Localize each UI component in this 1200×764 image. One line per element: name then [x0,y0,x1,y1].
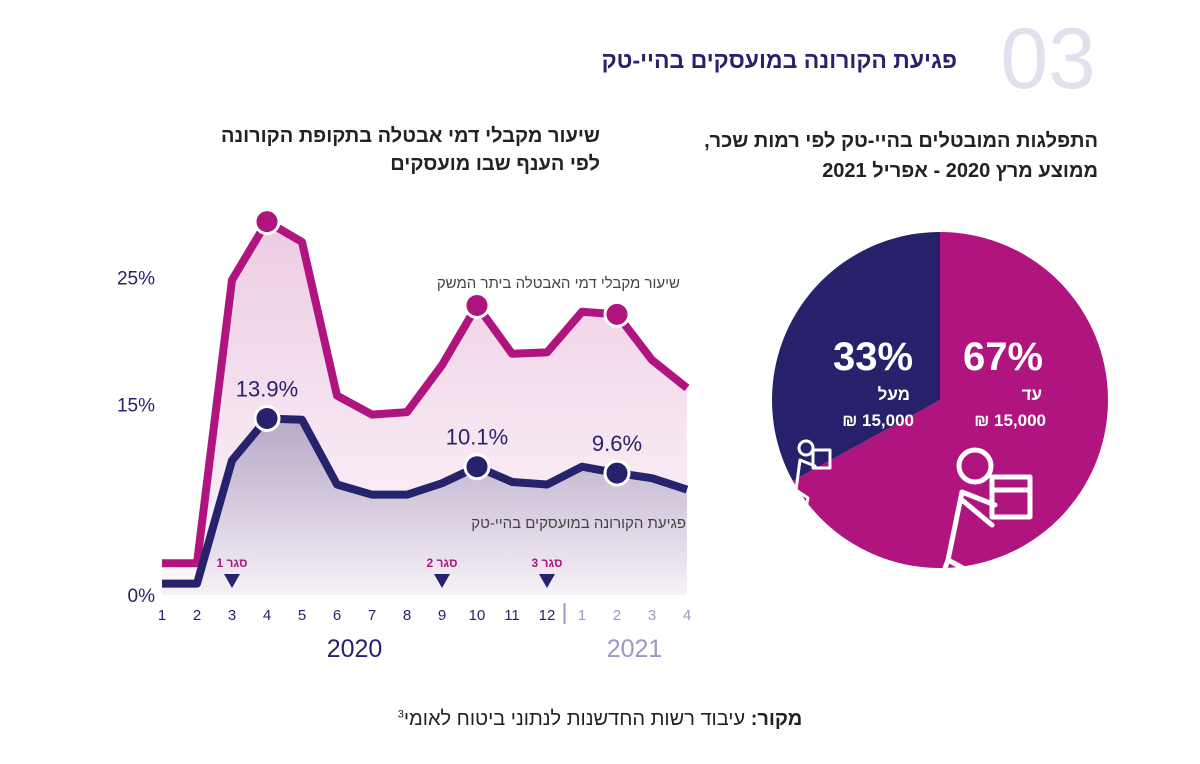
series-line [162,217,690,568]
pie-category-sublabel: 15,000 ₪ [842,411,914,430]
x-tick-label: 9 [438,607,446,624]
source-text: עיבוד רשות החדשנות לנתוני ביטוח לאומי [403,708,746,730]
x-tick-label: 6 [333,607,341,624]
x-tick-label: 7 [368,607,376,624]
x-tick-label: 11 [504,607,520,624]
y-tick-label: 25% [117,269,155,290]
pie-category-sublabel: 15,000 ₪ [974,411,1046,430]
pie-chart-title: ממוצע מרץ 2020 - אפריל 2021 [822,160,1098,182]
pie-slice [771,232,940,481]
value-label: 9.6% [592,431,642,456]
y-tick-label: 0% [128,586,156,607]
y-tick-label: 15% [117,396,155,417]
header-title: פגיעת הקורונה במועסקים בהיי-טק [602,47,957,73]
lockdown-label: סגר 1 [216,556,247,570]
x-tick-label: 1 [578,607,586,624]
point-marker [603,300,631,328]
x-tick-label: 1 [158,607,166,624]
x-tick-label: 4 [263,607,271,624]
lockdown-marker [539,574,555,588]
worker-icons [788,439,1033,618]
series-area [162,418,687,595]
point-marker [463,453,491,481]
lockdown-marker [434,574,450,588]
series-name: פגיעת הקורונה במועסקים בהיי-טק [471,515,686,532]
worker-icon-large [925,447,1033,618]
source-note: מקור: עיבוד רשות החדשנות לנתוני ביטוח לא… [0,708,1200,731]
x-tick-label: 12 [539,607,556,624]
source-footnote: 3 [397,708,404,721]
pie-value-label: 33% [833,335,913,379]
pie-category-label: מעל [878,385,910,404]
pie-value-label: 67% [963,335,1043,379]
pie-chart-title: התפלגות המובטלים בהיי-טק לפי רמות שכר, [704,130,1098,152]
series-line [162,414,689,588]
lockdown-label: סגר 2 [426,556,457,570]
value-label: 13.9% [236,376,298,401]
value-label: 10.1% [446,425,508,450]
x-tick-label: 2 [613,607,621,624]
x-group-label: 2020 [327,635,383,663]
worker-icon-small [788,439,832,510]
source-label: מקור: [750,708,803,730]
point-marker [253,208,281,236]
series-name: שיעור מקבלי דמי האבטלה ביתר המשק [437,275,680,292]
x-tick-label: 8 [403,607,411,624]
lockdown-marker [224,574,240,588]
x-tick-label: 3 [228,607,236,624]
x-tick-label: 10 [469,607,486,624]
point-marker [463,291,491,319]
x-tick-label: 3 [648,607,656,624]
x-tick-label: 5 [298,607,306,624]
point-marker [253,404,281,432]
x-group-label: 2021 [607,635,663,663]
line-chart-title: לפי הענף שבו מועסקים [390,153,600,175]
point-marker [603,459,631,487]
lockdown-label: סגר 3 [531,556,562,570]
pie-category-label: עד [1022,385,1042,404]
x-tick-label: 2 [193,607,201,624]
x-tick-label: 4 [683,607,691,624]
line-chart-title: שיעור מקבלי דמי אבטלה בתקופת הקורונה [221,125,600,147]
section-number: 03 [1000,11,1096,107]
